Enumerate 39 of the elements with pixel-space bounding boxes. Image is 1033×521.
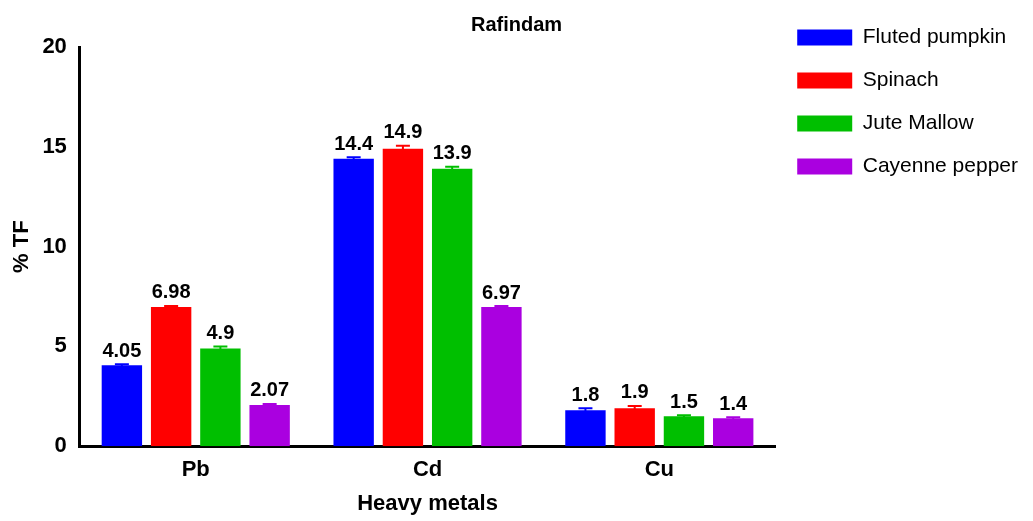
x-tick-label: Pb bbox=[181, 456, 210, 482]
y-tick-label: 15 bbox=[42, 132, 67, 158]
bar bbox=[150, 306, 192, 447]
y-axis-title: % TF bbox=[8, 220, 34, 273]
bar bbox=[249, 404, 290, 447]
data-label: 1.9 bbox=[620, 380, 649, 403]
x-axis-title: Heavy metals bbox=[357, 489, 498, 515]
bar bbox=[382, 148, 424, 447]
data-label: 14.4 bbox=[334, 131, 374, 154]
data-label: 6.98 bbox=[151, 280, 191, 303]
data-label: 4.05 bbox=[102, 338, 142, 361]
bar bbox=[713, 418, 754, 447]
bar bbox=[481, 307, 522, 447]
bar bbox=[333, 158, 374, 447]
legend-label: Cayenne pepper bbox=[862, 153, 1019, 177]
chart-title: Rafindam bbox=[470, 12, 563, 35]
bar bbox=[200, 348, 241, 447]
bar bbox=[565, 410, 606, 447]
legend-label: Jute Mallow bbox=[862, 110, 975, 134]
data-label: 1.4 bbox=[719, 391, 748, 414]
data-label: 14.9 bbox=[383, 120, 423, 143]
x-tick-label: Cu bbox=[644, 456, 674, 482]
x-tick-label: Cd bbox=[412, 456, 443, 482]
data-label: 1.8 bbox=[571, 382, 600, 405]
bar bbox=[101, 365, 143, 447]
bar bbox=[614, 408, 655, 447]
bar bbox=[431, 168, 473, 447]
data-label: 13.9 bbox=[432, 141, 472, 164]
data-label: 6.97 bbox=[481, 280, 521, 303]
y-tick-label: 0 bbox=[54, 432, 67, 458]
data-label: 4.9 bbox=[206, 320, 235, 343]
legend-label: Spinach bbox=[862, 67, 939, 91]
legend-label: Fluted pumpkin bbox=[862, 24, 1007, 48]
data-label: 2.07 bbox=[250, 378, 290, 401]
bar bbox=[663, 416, 705, 447]
y-tick-label: 5 bbox=[54, 332, 67, 358]
data-label: 1.5 bbox=[670, 389, 698, 412]
y-tick-label: 10 bbox=[42, 232, 67, 258]
y-tick-label: 20 bbox=[42, 33, 67, 59]
